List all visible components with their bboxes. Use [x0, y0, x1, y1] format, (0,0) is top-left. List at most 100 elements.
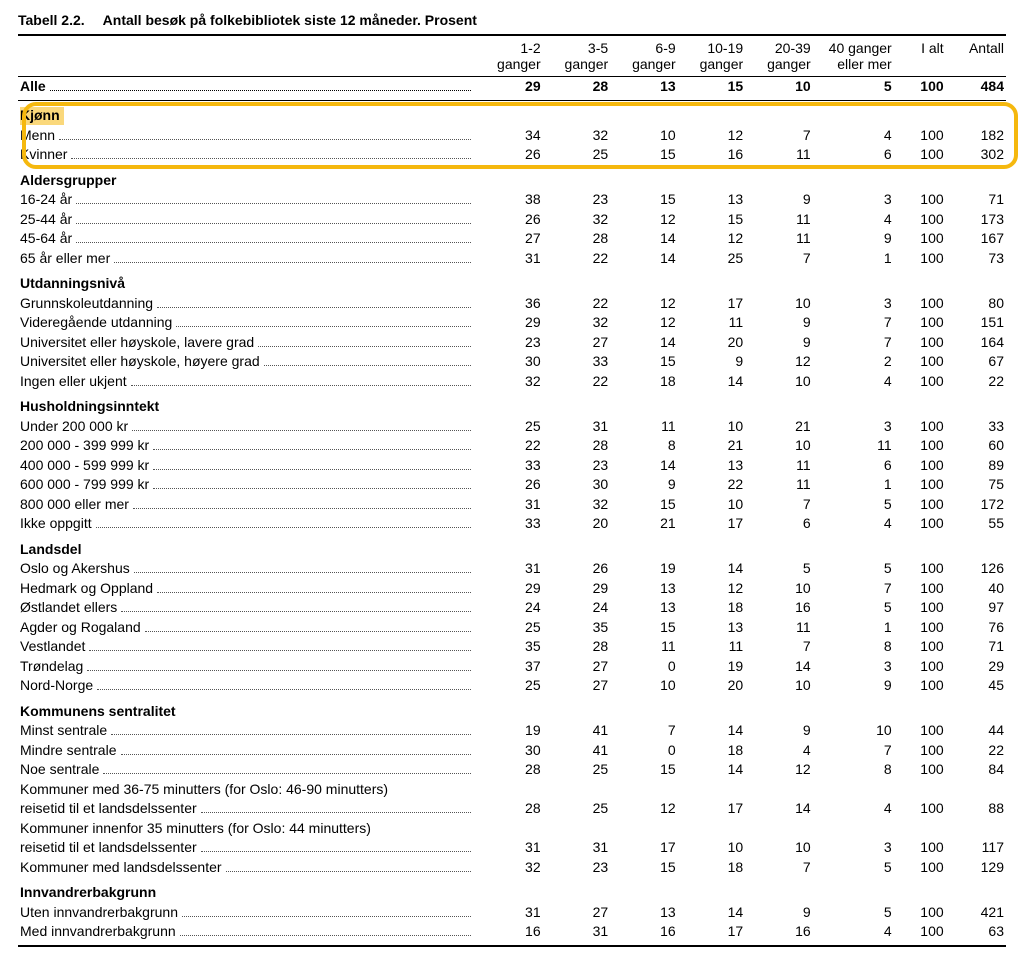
cell: 8 — [813, 637, 894, 657]
cell: 3 — [813, 190, 894, 210]
cell: 13 — [610, 903, 678, 923]
cell — [745, 780, 813, 800]
cell: 17 — [610, 838, 678, 858]
cell: 100 — [894, 190, 946, 210]
cell: 28 — [543, 637, 611, 657]
table-row: 400 000 - 599 999 kr3323141311610089 — [18, 456, 1006, 476]
cell: 14 — [745, 657, 813, 677]
cell: 25 — [475, 676, 543, 696]
row-label: Utdanningsnivå — [18, 274, 475, 294]
cell: 17 — [678, 799, 746, 819]
cell: 25 — [678, 249, 746, 269]
cell: 5 — [813, 77, 894, 101]
table-row: 45-64 år27281412119100167 — [18, 229, 1006, 249]
cell: 100 — [894, 903, 946, 923]
row-label: Alle — [18, 77, 475, 101]
cell: 12 — [610, 294, 678, 314]
cell: 4 — [745, 741, 813, 761]
cell: 10 — [813, 721, 894, 741]
cell: 11 — [745, 456, 813, 476]
cell: 13 — [610, 598, 678, 618]
cell: 9 — [745, 333, 813, 353]
cell: 37 — [475, 657, 543, 677]
cell: 63 — [946, 922, 1006, 946]
table-row: Under 200 000 kr2531111021310033 — [18, 417, 1006, 437]
cell: 117 — [946, 838, 1006, 858]
table-container: Tabell 2.2.Antall besøk på folkebibliote… — [18, 12, 1006, 947]
cell: 1 — [813, 249, 894, 269]
cell: 28 — [475, 760, 543, 780]
cell: 100 — [894, 313, 946, 333]
cell: 31 — [543, 417, 611, 437]
cell — [610, 819, 678, 839]
cell — [946, 819, 1006, 839]
cell: 100 — [894, 598, 946, 618]
cell: 14 — [745, 799, 813, 819]
cell: 27 — [543, 657, 611, 677]
table-row: reisetid til et landsdelssenter313117101… — [18, 838, 1006, 858]
cell: 25 — [543, 145, 611, 165]
cell: 13 — [678, 618, 746, 638]
cell: 7 — [745, 495, 813, 515]
cell: 23 — [543, 858, 611, 878]
cell: 15 — [610, 858, 678, 878]
cell: 3 — [813, 657, 894, 677]
row-label: Nord-Norge — [18, 676, 475, 696]
cell: 7 — [813, 333, 894, 353]
cell: 10 — [745, 579, 813, 599]
table-row: Menn3432101274100182 — [18, 126, 1006, 146]
table-row: Østlandet ellers2424131816510097 — [18, 598, 1006, 618]
cell: 12 — [745, 352, 813, 372]
cell: 100 — [894, 475, 946, 495]
row-label: 45-64 år — [18, 229, 475, 249]
cell: 29 — [475, 77, 543, 101]
cell: 22 — [678, 475, 746, 495]
row-label: Husholdningsinntekt — [18, 397, 475, 417]
section-header-row: Kommunens sentralitet — [18, 702, 1006, 722]
cell: 15 — [610, 145, 678, 165]
cell: 11 — [745, 229, 813, 249]
cell: 6 — [745, 514, 813, 534]
table-row: Uten innvandrerbakgrunn3127131495100421 — [18, 903, 1006, 923]
table-row: Trøndelag372701914310029 — [18, 657, 1006, 677]
cell: 35 — [543, 618, 611, 638]
cell: 24 — [543, 598, 611, 618]
row-label: reisetid til et landsdelssenter — [18, 799, 475, 819]
cell: 25 — [543, 799, 611, 819]
table-row: Kommuner med 36-75 minutters (for Oslo: … — [18, 780, 1006, 800]
cell: 100 — [894, 210, 946, 230]
row-label: Østlandet ellers — [18, 598, 475, 618]
cell: 100 — [894, 760, 946, 780]
table-row: Minst sentrale194171491010044 — [18, 721, 1006, 741]
row-label: Kommuner med 36-75 minutters (for Oslo: … — [18, 780, 475, 800]
cell: 14 — [610, 249, 678, 269]
row-label: Noe sentrale — [18, 760, 475, 780]
cell: 5 — [813, 858, 894, 878]
cell: 45 — [946, 676, 1006, 696]
cell: 173 — [946, 210, 1006, 230]
cell: 55 — [946, 514, 1006, 534]
column-header: 10-19ganger — [678, 35, 746, 77]
cell: 27 — [543, 676, 611, 696]
row-label: Ikke oppgitt — [18, 514, 475, 534]
row-label: 16-24 år — [18, 190, 475, 210]
row-label: 200 000 - 399 999 kr — [18, 436, 475, 456]
row-label: 25-44 år — [18, 210, 475, 230]
row-label: Oslo og Akershus — [18, 559, 475, 579]
table-row: 800 000 eller mer3132151075100172 — [18, 495, 1006, 515]
cell: 4 — [813, 210, 894, 230]
row-label: 65 år eller mer — [18, 249, 475, 269]
table-row: Ikke oppgitt332021176410055 — [18, 514, 1006, 534]
cell: 11 — [678, 637, 746, 657]
cell: 11 — [745, 475, 813, 495]
cell: 67 — [946, 352, 1006, 372]
cell: 80 — [946, 294, 1006, 314]
cell: 164 — [946, 333, 1006, 353]
cell: 23 — [543, 190, 611, 210]
cell — [894, 819, 946, 839]
cell: 2 — [813, 352, 894, 372]
cell: 6 — [813, 456, 894, 476]
cell: 100 — [894, 456, 946, 476]
cell: 27 — [543, 903, 611, 923]
cell: 172 — [946, 495, 1006, 515]
